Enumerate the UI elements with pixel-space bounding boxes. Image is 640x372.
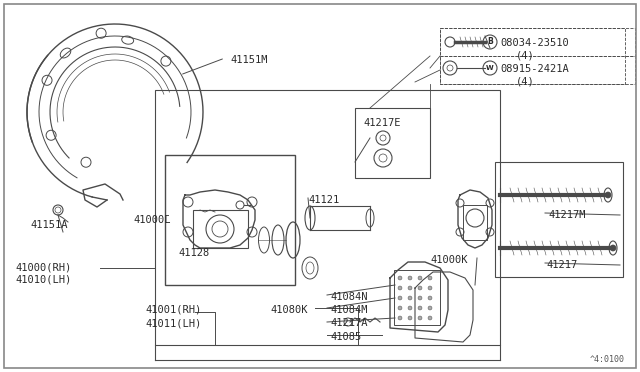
Text: 41085: 41085 <box>330 332 361 342</box>
Bar <box>394 270 440 325</box>
Circle shape <box>398 306 402 310</box>
Text: 08034-23510: 08034-23510 <box>500 38 569 48</box>
Text: (4): (4) <box>516 50 535 60</box>
Text: 41011(LH): 41011(LH) <box>145 318 201 328</box>
Text: 41217A: 41217A <box>330 318 367 328</box>
Bar <box>495 162 623 277</box>
Circle shape <box>408 296 412 300</box>
Text: 41080K: 41080K <box>270 305 307 315</box>
Text: B: B <box>487 38 493 46</box>
Bar <box>463 205 487 240</box>
Text: ^4:0100: ^4:0100 <box>590 355 625 364</box>
Circle shape <box>418 296 422 300</box>
Text: 41000(RH): 41000(RH) <box>15 262 71 272</box>
Bar <box>165 155 295 285</box>
Circle shape <box>418 306 422 310</box>
Circle shape <box>408 316 412 320</box>
Bar <box>440 56 635 84</box>
Circle shape <box>408 276 412 280</box>
Text: 41001(RH): 41001(RH) <box>145 305 201 315</box>
Text: 41084M: 41084M <box>330 305 367 315</box>
Text: 41000L: 41000L <box>133 215 170 225</box>
Circle shape <box>428 276 432 280</box>
Text: 41084N: 41084N <box>330 292 367 302</box>
Circle shape <box>398 316 402 320</box>
Circle shape <box>428 296 432 300</box>
Text: 41217M: 41217M <box>548 210 586 220</box>
Text: 08915-2421A: 08915-2421A <box>500 64 569 74</box>
Text: (4): (4) <box>516 76 535 86</box>
Circle shape <box>408 306 412 310</box>
Circle shape <box>418 276 422 280</box>
Text: 41010(LH): 41010(LH) <box>15 275 71 285</box>
Text: 41121: 41121 <box>308 195 339 205</box>
Circle shape <box>398 296 402 300</box>
Circle shape <box>418 316 422 320</box>
Circle shape <box>418 286 422 290</box>
Circle shape <box>428 306 432 310</box>
Text: 41151A: 41151A <box>30 220 67 230</box>
Bar <box>440 28 635 56</box>
Circle shape <box>408 286 412 290</box>
Text: 41000K: 41000K <box>430 255 467 265</box>
Bar <box>193 210 248 248</box>
Circle shape <box>605 192 611 198</box>
Circle shape <box>398 276 402 280</box>
Text: W: W <box>486 65 494 71</box>
Text: 41217E: 41217E <box>363 118 401 128</box>
Text: 41128: 41128 <box>178 248 209 258</box>
Bar <box>355 108 430 178</box>
Bar <box>155 90 500 345</box>
Circle shape <box>398 286 402 290</box>
Circle shape <box>610 245 616 251</box>
Circle shape <box>428 286 432 290</box>
Text: 41217: 41217 <box>546 260 577 270</box>
Circle shape <box>428 316 432 320</box>
Text: 41151M: 41151M <box>230 55 268 65</box>
